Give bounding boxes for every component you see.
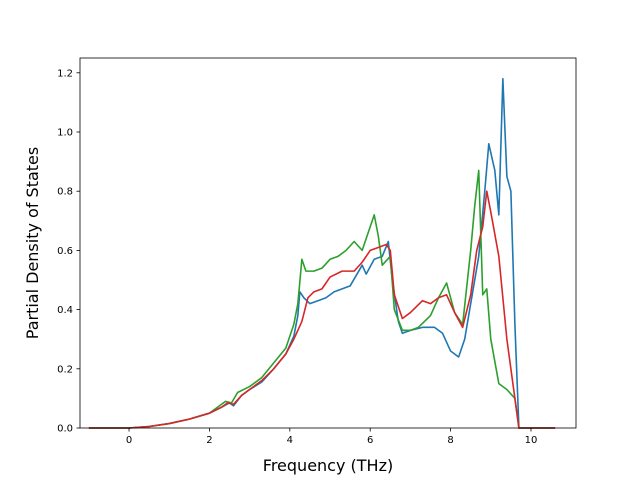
series-line-1 [88,77,556,429]
plot-lines [88,77,556,429]
x-axis-label: Frequency (THz) [263,456,393,475]
y-tick-label: 0.8 [57,187,73,198]
series-line-2 [88,169,556,429]
series-line-3 [88,190,556,429]
plot-frame [79,57,577,429]
x-tick-label: 6 [367,435,373,446]
x-tick-label: 4 [287,435,293,446]
x-tick-label: 2 [206,435,212,446]
x-tick-label: 0 [126,435,132,446]
y-tick-label: 0.2 [57,364,73,375]
y-tick-label: 1.0 [57,128,73,139]
y-tick-label: 1.2 [57,68,73,79]
y-axis: 0.0 0.2 0.4 0.6 0.8 1.0 1.2 [57,68,80,435]
y-tick-label: 0.4 [57,305,73,316]
y-axis-label: Partial Density of States [23,147,42,339]
x-tick-label: 8 [447,435,453,446]
x-axis: 0 2 4 6 8 10 [126,428,537,446]
x-tick-label: 10 [525,435,538,446]
y-tick-label: 0.0 [57,424,73,435]
y-tick-label: 0.6 [57,246,73,257]
